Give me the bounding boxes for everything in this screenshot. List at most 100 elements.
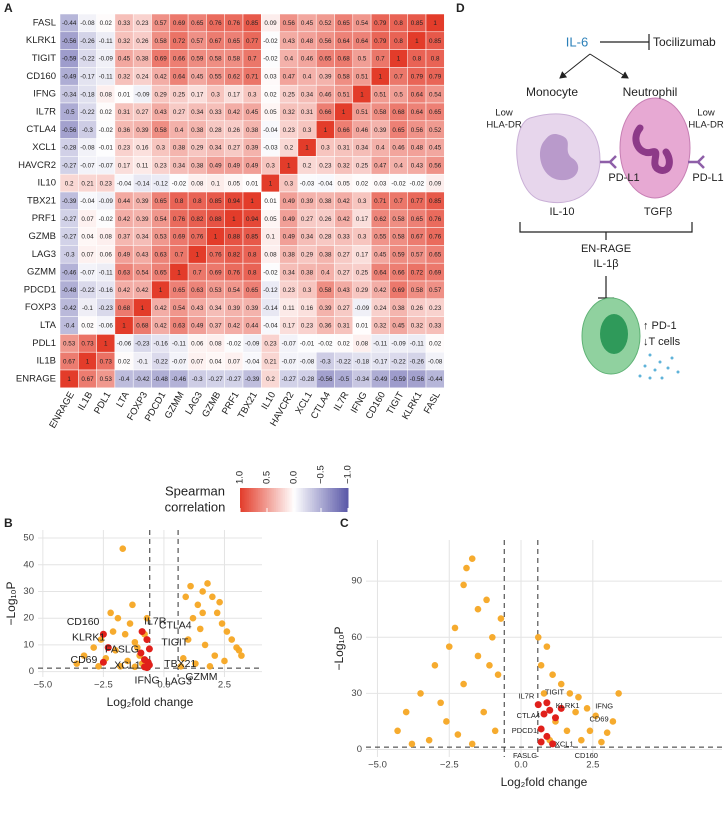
cell-label: 0.27 — [338, 305, 351, 312]
point-label: IFNG — [595, 701, 613, 710]
x-tick-label: 0.0 — [514, 760, 527, 771]
cell-label: 0.69 — [173, 234, 186, 241]
cell-label: -0.08 — [80, 145, 95, 152]
il6: IL-6 — [566, 34, 588, 49]
cell-label: -0.01 — [99, 145, 114, 152]
cell-label: -0.04 — [318, 180, 333, 187]
point — [491, 727, 499, 735]
enrage: EN-RAGE — [581, 243, 631, 255]
cell-label: -0.27 — [62, 234, 77, 241]
column-label: PDL1 — [92, 390, 113, 416]
x-tick-label: −5.0 — [368, 760, 387, 771]
cell-label: 0.42 — [155, 73, 168, 80]
cell-label: 0.08 — [209, 340, 222, 347]
point-label: LAG3 — [165, 675, 192, 687]
colorbar-step — [241, 488, 245, 512]
cell-label: -0.02 — [318, 340, 333, 347]
cell-label: 0.42 — [155, 323, 168, 330]
cell-label: -0.44 — [62, 20, 77, 27]
cell-label: 0.39 — [246, 145, 259, 152]
colorbar-step — [326, 488, 329, 512]
point — [129, 601, 136, 609]
colorbar-step — [288, 488, 291, 512]
cell-label: -0.04 — [245, 358, 260, 365]
cell-label: 0.32 — [118, 73, 131, 80]
cell-label: -0.18 — [355, 358, 370, 365]
row-label: IL10 — [38, 178, 57, 189]
cell-label: 0.3 — [358, 198, 367, 205]
colorbar-step — [259, 488, 263, 512]
point — [204, 580, 211, 587]
cell-label: 0.38 — [319, 251, 332, 258]
highlight-point — [543, 732, 551, 740]
cell-label: 0.38 — [283, 251, 296, 258]
cell-label: 0.77 — [246, 38, 259, 45]
cell-label: 0.57 — [429, 287, 442, 294]
cell-label: -0.59 — [391, 376, 406, 383]
cell-label: 0.94 — [228, 198, 241, 205]
point — [199, 588, 206, 595]
cell-label: 0.07 — [81, 251, 94, 258]
cell-label: -0.42 — [62, 305, 77, 312]
cell-label: 0.43 — [155, 109, 168, 116]
cell-label: 0.68 — [338, 56, 351, 63]
cell-label: 0.63 — [155, 251, 168, 258]
column-label: GZMB — [200, 390, 223, 419]
point — [578, 736, 585, 744]
low-hla: Low — [495, 108, 513, 119]
low-hla: HLA-DR — [688, 120, 724, 131]
point — [112, 646, 119, 654]
cell-label: 0.76 — [228, 20, 241, 27]
cell-label: 0.39 — [301, 198, 314, 205]
cell-label: 0.54 — [429, 91, 442, 98]
cell-label: -0.48 — [62, 287, 77, 294]
point — [486, 662, 493, 669]
cell-label: 0.23 — [301, 323, 314, 330]
point — [238, 652, 245, 659]
cell-label: 0.57 — [191, 38, 204, 45]
colorbar-step — [256, 488, 259, 512]
cell-label: 0.4 — [321, 269, 330, 276]
point — [454, 731, 462, 738]
cell-label: 0.42 — [228, 109, 241, 116]
cell-label: -0.4 — [64, 323, 75, 330]
point — [598, 738, 605, 746]
cell-label: -0.07 — [99, 162, 114, 169]
cell-label: 0.38 — [246, 127, 259, 134]
cell-label: -0.04 — [263, 127, 278, 134]
cell-label: -0.01 — [300, 340, 315, 347]
row-label: LTA — [40, 320, 57, 331]
cell-label: 0.58 — [374, 109, 387, 116]
cell-label: 0.64 — [374, 269, 387, 276]
highlight-point — [99, 658, 107, 666]
cell-label: 0.65 — [228, 38, 241, 45]
cell-label: -0.16 — [153, 340, 168, 347]
cell-label: 0.45 — [374, 251, 387, 258]
x-tick-label: −5.0 — [33, 680, 52, 691]
cell-label: 0.17 — [356, 216, 369, 223]
cell-label: 0.63 — [191, 287, 204, 294]
cell-label: -0.48 — [153, 376, 168, 383]
cell-label: 0.59 — [191, 56, 204, 63]
colorbar-step — [268, 488, 272, 512]
cell-label: -0.3 — [64, 251, 75, 258]
cell-label: 0.58 — [209, 56, 222, 63]
cell-label: 0.17 — [118, 162, 131, 169]
cell-label: -0.02 — [263, 56, 278, 63]
point — [184, 636, 192, 643]
cell-label: -0.09 — [99, 198, 114, 205]
cell-label: -0.02 — [263, 38, 278, 45]
cell-label: 0.3 — [248, 91, 257, 98]
colorbar-step — [292, 488, 295, 512]
colorbar-step — [339, 488, 342, 512]
row-label: ENRAGE — [16, 373, 56, 384]
cell-label: 0.34 — [191, 109, 204, 116]
cell-label: -0.11 — [99, 38, 113, 45]
cell-label: 0.31 — [338, 323, 351, 330]
colorbar-step — [319, 488, 322, 512]
cell-label: 0.09 — [264, 20, 277, 27]
colorbar-step — [330, 488, 333, 512]
point — [543, 643, 551, 650]
cell-label: 0.38 — [191, 127, 204, 134]
point — [216, 598, 223, 606]
